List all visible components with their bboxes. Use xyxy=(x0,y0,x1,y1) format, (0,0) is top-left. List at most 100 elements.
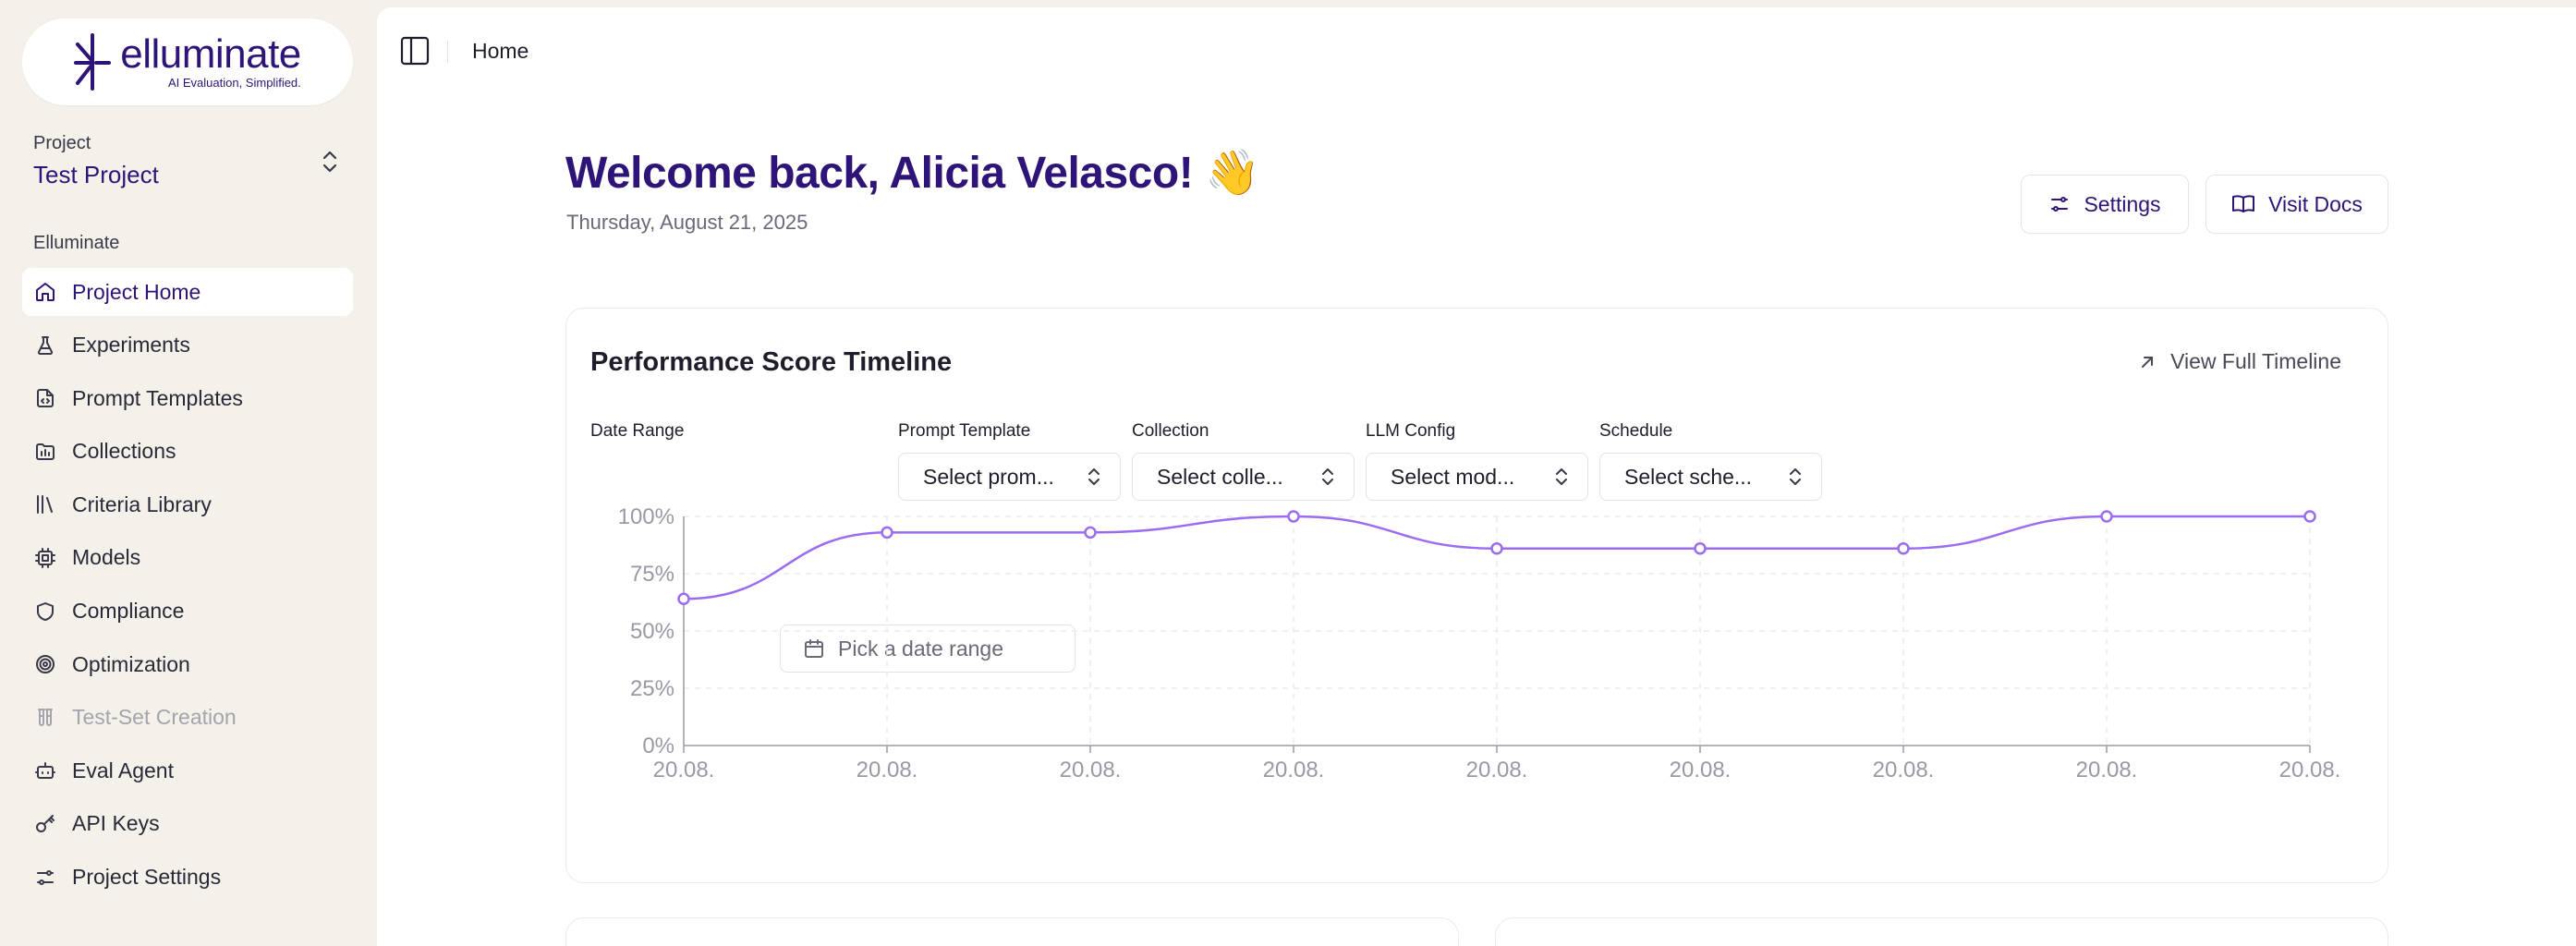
sidebar-item-optimization[interactable]: Optimization xyxy=(22,640,353,688)
sidebar-item-compliance[interactable]: Compliance xyxy=(22,588,353,636)
topbar-divider xyxy=(447,41,448,63)
view-full-timeline-label: View Full Timeline xyxy=(2170,349,2341,373)
x-tick-label: 20.08. xyxy=(2076,758,2138,782)
x-tick-label: 20.08. xyxy=(1670,758,1732,782)
breadcrumb[interactable]: Home xyxy=(472,39,529,63)
logo[interactable]: elluminate AI Evaluation, Simplified. xyxy=(22,18,353,105)
sliders-icon xyxy=(2051,197,2069,212)
sidebar-item-criteria-library[interactable]: Criteria Library xyxy=(22,480,353,528)
y-tick-label: 75% xyxy=(630,562,674,587)
sidebar-item-collections[interactable]: Collections xyxy=(22,428,353,476)
sidebar-item-project-home[interactable]: Project Home xyxy=(22,268,353,316)
elluminate-logo-icon xyxy=(74,33,112,91)
bot-icon xyxy=(33,758,57,782)
sidebar-item-prompt-templates[interactable]: Prompt Templates xyxy=(22,374,353,422)
project-label: Project xyxy=(33,133,91,153)
target-icon xyxy=(33,652,57,676)
logo-wordmark: elluminate xyxy=(120,31,301,77)
bottom-card-right xyxy=(1495,917,2388,946)
chevrons-up-down-icon xyxy=(1322,468,1333,485)
data-point xyxy=(677,592,690,606)
settings-button[interactable]: Settings xyxy=(2021,175,2189,234)
settings-button-label: Settings xyxy=(2084,191,2161,216)
test-tubes-icon xyxy=(33,706,57,730)
series-line xyxy=(683,515,2310,600)
sidebar-item-label: API Keys xyxy=(72,811,160,836)
sidebar-item-api-keys[interactable]: API Keys xyxy=(22,800,353,848)
x-tick-label: 20.08. xyxy=(2279,758,2341,782)
y-tick-label: 50% xyxy=(630,619,674,644)
folder-icon xyxy=(33,440,57,464)
sidebar-item-label: Models xyxy=(72,545,141,570)
x-tick-label: 20.08. xyxy=(1466,758,1528,782)
collection-filter: Collection Select colle... xyxy=(1132,421,1355,501)
sidebar-item-models[interactable]: Models xyxy=(22,534,353,582)
data-point xyxy=(2303,510,2316,523)
view-full-timeline-link[interactable]: View Full Timeline xyxy=(2139,349,2341,374)
sidebar-item-label: Project Home xyxy=(72,279,201,304)
date-range-filter: Date Range Pick a date range xyxy=(590,421,1075,673)
home-icon xyxy=(33,280,57,304)
date-range-picker[interactable]: Pick a date range xyxy=(780,625,1075,673)
data-point xyxy=(2100,510,2113,523)
chevrons-up-down-icon[interactable] xyxy=(320,148,340,176)
sidebar-item-project-settings[interactable]: Project Settings xyxy=(22,854,353,902)
llm-config-select[interactable]: Select mod... xyxy=(1366,453,1588,501)
x-tick-label: 20.08. xyxy=(1873,758,1935,782)
shield-icon xyxy=(33,600,57,624)
performance-line-chart: 0% 25% 50% 75% 100% 20.08. 20.08. 20.08. 20.08. 2… xyxy=(618,507,2341,782)
prompt-template-filter: Prompt Template Select prom... xyxy=(898,421,1121,501)
card-title: Performance Score Timeline xyxy=(590,347,953,377)
chevrons-up-down-icon xyxy=(1556,468,1567,485)
sidebar-item-label: Experiments xyxy=(72,333,190,358)
sidebar-item-label: Test-Set Creation xyxy=(72,705,237,730)
current-date: Thursday, August 21, 2025 xyxy=(566,211,808,234)
select-value: Select sche... xyxy=(1624,464,1753,489)
nav-section-label: Elluminate xyxy=(33,233,120,253)
schedule-filter: Schedule Select sche... xyxy=(1599,421,1822,501)
sidebar-item-eval-agent[interactable]: Eval Agent xyxy=(22,746,353,794)
data-point xyxy=(1287,510,1300,523)
sidebar-item-experiments[interactable]: Experiments xyxy=(22,321,353,370)
flask-icon xyxy=(33,334,57,358)
filter-label: LLM Config xyxy=(1366,421,1456,441)
filter-label: Schedule xyxy=(1599,421,1673,441)
key-icon xyxy=(33,812,57,836)
panel-left-icon[interactable] xyxy=(399,35,431,67)
sidebar-item-label: Eval Agent xyxy=(72,758,174,782)
y-tick-label: 0% xyxy=(642,734,674,758)
collection-select[interactable]: Select colle... xyxy=(1132,453,1355,501)
sidebar-nav: Project Home Experiments Prompt Template… xyxy=(22,268,353,906)
chevrons-up-down-icon xyxy=(1088,468,1100,485)
book-open-icon xyxy=(2232,195,2255,212)
cpu-icon xyxy=(33,546,57,570)
bottom-card-left xyxy=(565,917,1459,946)
schedule-select[interactable]: Select sche... xyxy=(1599,453,1822,501)
y-tick-label: 100% xyxy=(618,507,674,529)
visit-docs-button[interactable]: Visit Docs xyxy=(2205,175,2388,234)
filter-label: Prompt Template xyxy=(898,421,1031,441)
project-name[interactable]: Test Project xyxy=(33,161,159,188)
y-tick-label: 25% xyxy=(630,676,674,701)
data-point xyxy=(1084,526,1097,540)
file-code-icon xyxy=(33,386,57,410)
x-tick-label: 20.08. xyxy=(857,758,918,782)
sidebar-item-label: Project Settings xyxy=(72,865,222,890)
select-value: Select colle... xyxy=(1157,464,1283,489)
filter-label: Collection xyxy=(1132,421,1209,441)
welcome-title: Welcome back, Alicia Velasco! 👋 xyxy=(565,149,1260,198)
sidebar-item-test-set-creation[interactable]: Test-Set Creation xyxy=(22,694,353,742)
select-value: Select prom... xyxy=(923,464,1054,489)
data-point xyxy=(1490,541,1503,555)
chevrons-up-down-icon xyxy=(1790,468,1801,485)
select-value: Select mod... xyxy=(1391,464,1515,489)
x-tick-label: 20.08. xyxy=(1060,758,1122,782)
prompt-template-select[interactable]: Select prom... xyxy=(898,453,1121,501)
performance-timeline-card: Performance Score Timeline View Full Tim… xyxy=(565,308,2388,883)
arrow-up-right-icon xyxy=(2142,356,2154,368)
sliders-icon xyxy=(33,866,57,890)
sidebar-item-label: Criteria Library xyxy=(72,491,212,516)
x-tick-label: 20.08. xyxy=(653,758,715,782)
data-point xyxy=(1694,541,1707,555)
sidebar-item-label: Optimization xyxy=(72,651,190,676)
